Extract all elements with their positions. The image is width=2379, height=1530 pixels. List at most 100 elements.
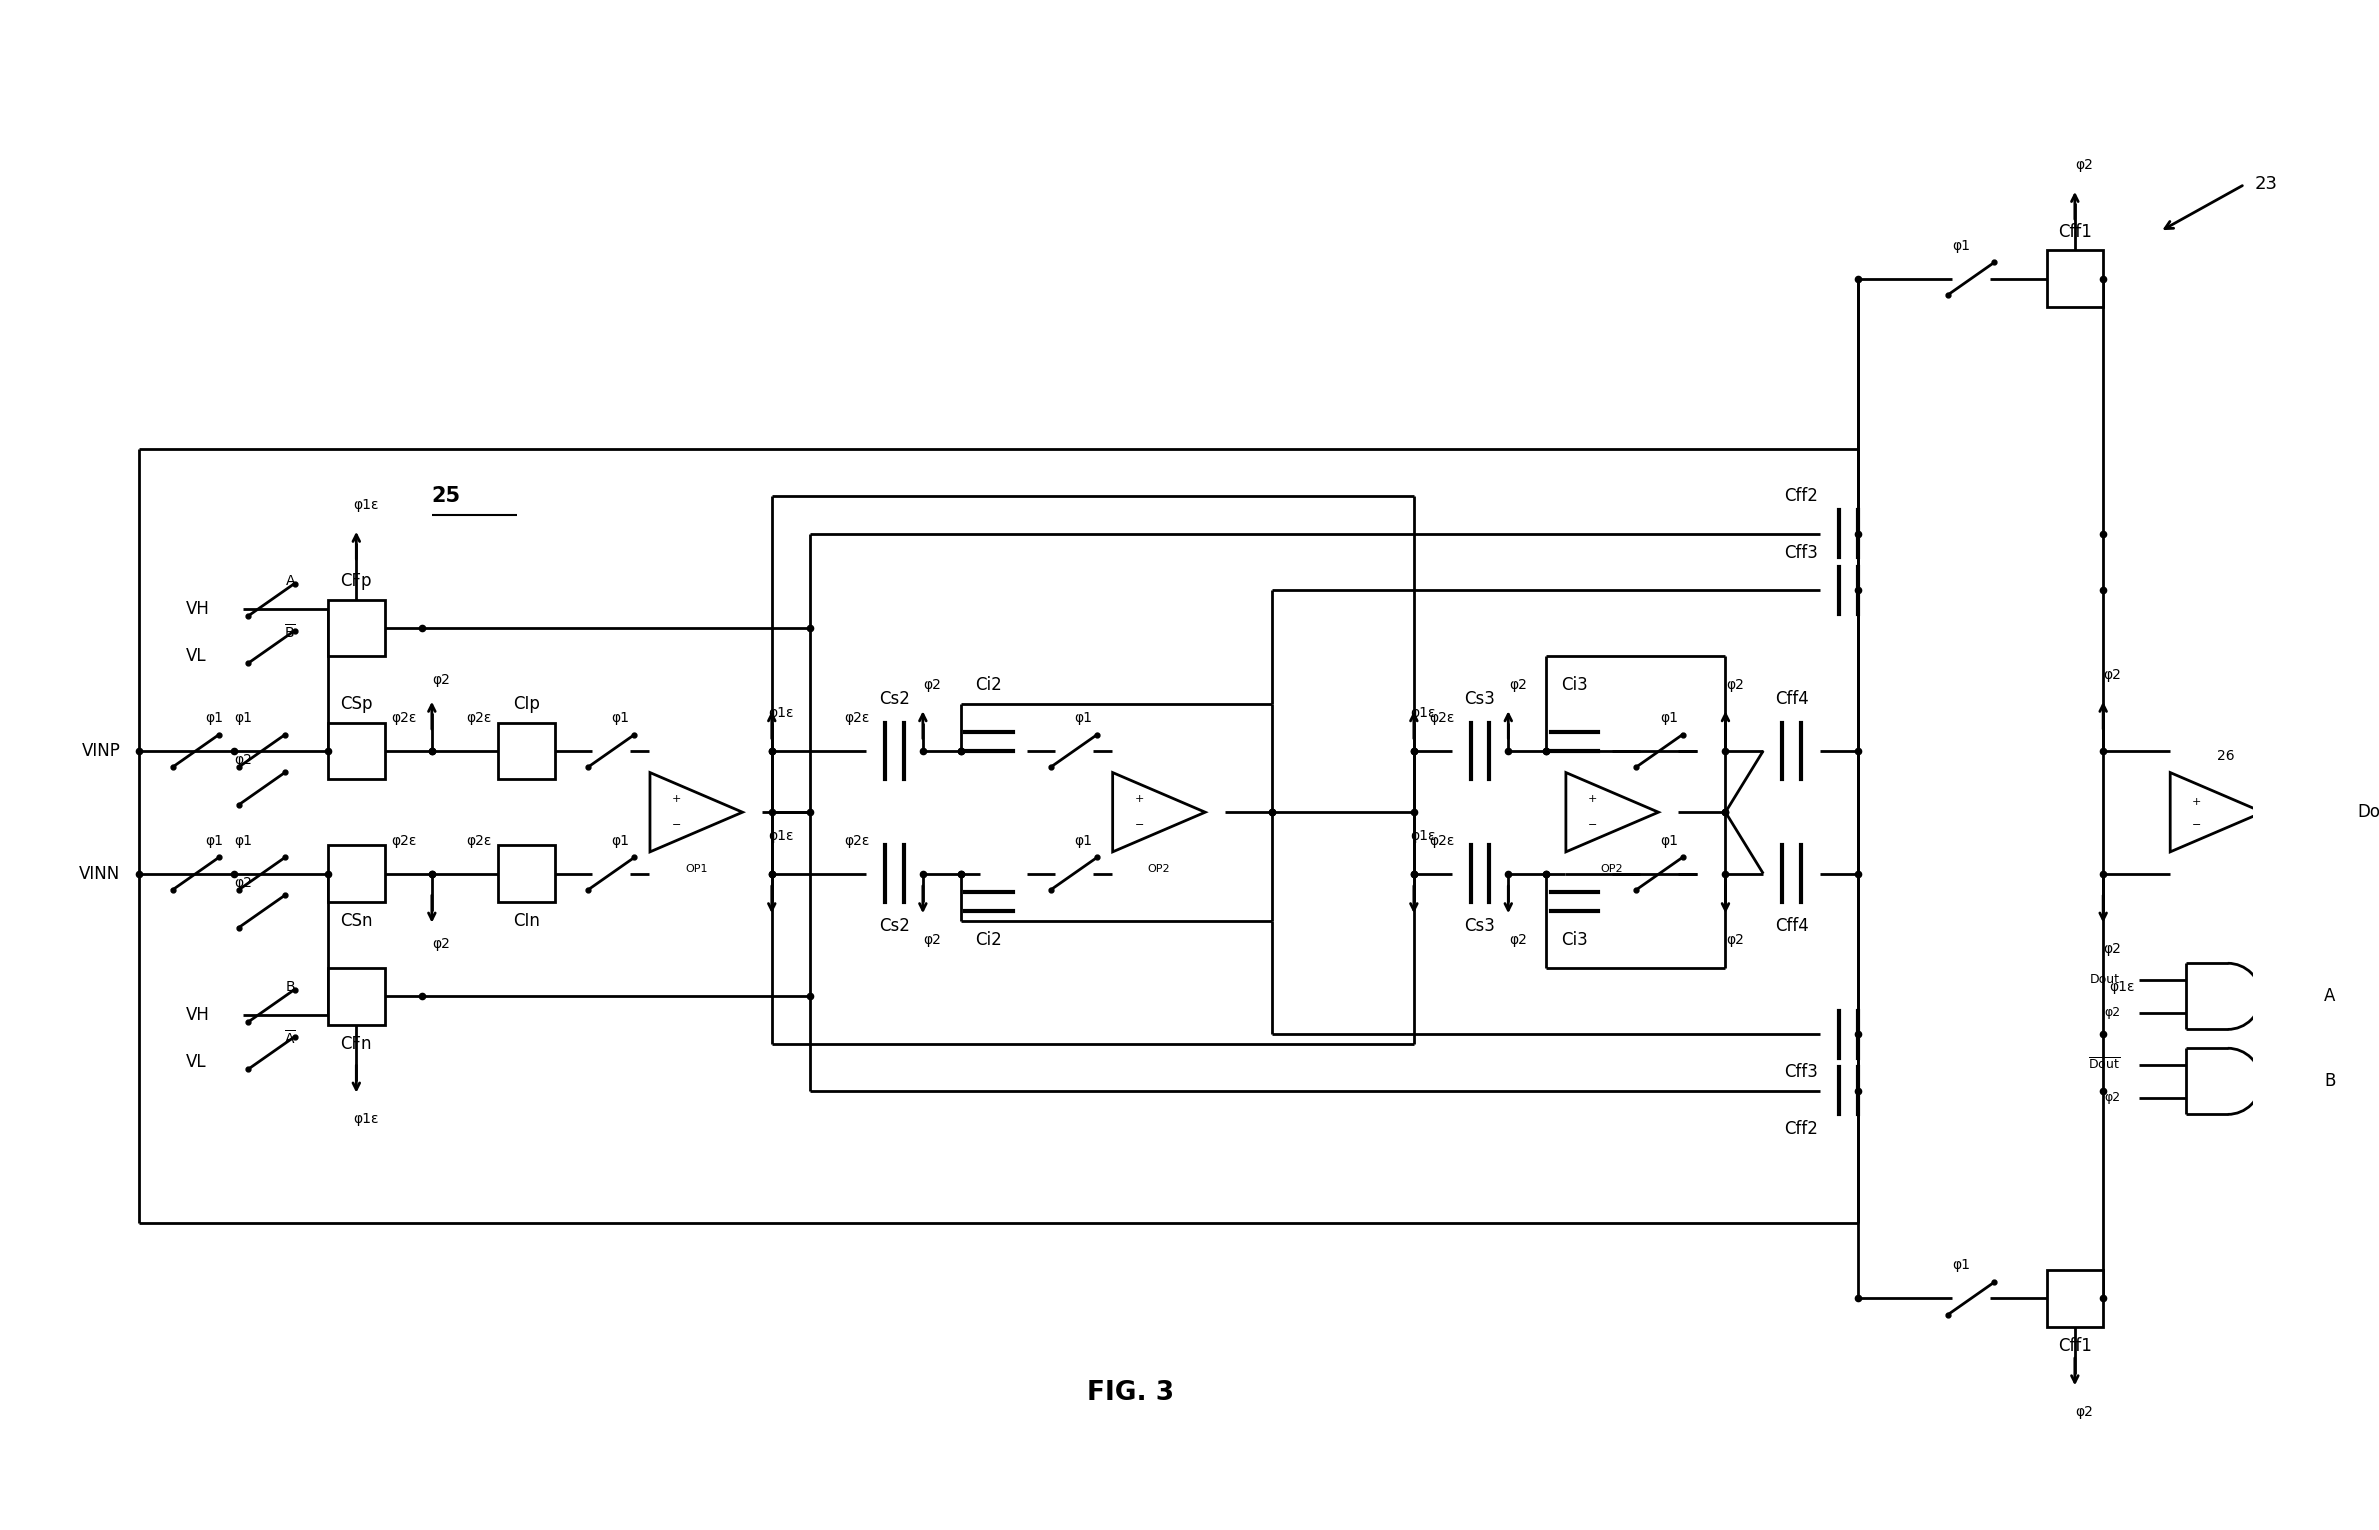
Text: $\overline{\mathrm{B}}$: $\overline{\mathrm{B}}$ bbox=[285, 624, 295, 643]
Text: B: B bbox=[2324, 1073, 2336, 1091]
Text: φ2: φ2 bbox=[1727, 933, 1744, 947]
Text: φ1: φ1 bbox=[236, 834, 252, 848]
Text: φ2: φ2 bbox=[433, 673, 450, 687]
Text: φ1: φ1 bbox=[1661, 834, 1677, 848]
Text: φ2: φ2 bbox=[923, 678, 942, 692]
Text: VINN: VINN bbox=[79, 864, 121, 883]
Bar bbox=[497, 845, 554, 901]
Text: +: + bbox=[671, 794, 680, 803]
Text: Ci3: Ci3 bbox=[1561, 930, 1587, 949]
Text: OP1: OP1 bbox=[685, 864, 707, 874]
Text: φ2ε: φ2ε bbox=[845, 834, 868, 848]
Text: φ2ε: φ2ε bbox=[390, 711, 416, 725]
Text: +: + bbox=[2191, 797, 2201, 808]
Text: φ2: φ2 bbox=[1508, 678, 1527, 692]
Text: VH: VH bbox=[186, 600, 209, 618]
Text: Dout: Dout bbox=[2091, 973, 2120, 987]
Text: Cff4: Cff4 bbox=[1775, 916, 1808, 935]
Text: Cff1: Cff1 bbox=[2058, 1337, 2091, 1354]
Text: φ1ε: φ1ε bbox=[1411, 705, 1437, 721]
Text: 23: 23 bbox=[2255, 176, 2277, 193]
Text: +: + bbox=[1587, 794, 1596, 803]
Text: Cff3: Cff3 bbox=[1784, 543, 1818, 562]
Text: VINP: VINP bbox=[81, 742, 121, 760]
Text: φ2: φ2 bbox=[236, 877, 252, 890]
Bar bbox=[328, 845, 385, 901]
Text: φ2ε: φ2ε bbox=[845, 711, 868, 725]
Text: φ2ε: φ2ε bbox=[466, 834, 492, 848]
Text: 25: 25 bbox=[433, 487, 462, 506]
Bar bbox=[328, 722, 385, 779]
Bar bbox=[328, 600, 385, 656]
Text: OP2: OP2 bbox=[1147, 864, 1170, 874]
Text: CIn: CIn bbox=[514, 912, 540, 930]
Text: 26: 26 bbox=[2217, 748, 2234, 762]
Text: φ1ε: φ1ε bbox=[1411, 829, 1437, 843]
Bar bbox=[328, 968, 385, 1025]
Text: +: + bbox=[1135, 794, 1144, 803]
Text: φ1: φ1 bbox=[611, 834, 630, 848]
Text: φ1: φ1 bbox=[1953, 1259, 1970, 1273]
Text: φ2ε: φ2ε bbox=[390, 834, 416, 848]
Text: φ2: φ2 bbox=[1727, 678, 1744, 692]
Text: φ2: φ2 bbox=[2103, 942, 2122, 956]
Text: φ2ε: φ2ε bbox=[466, 711, 492, 725]
Text: Cff4: Cff4 bbox=[1775, 690, 1808, 708]
Text: VH: VH bbox=[186, 1007, 209, 1024]
Text: Cff3: Cff3 bbox=[1784, 1063, 1818, 1080]
Text: CFn: CFn bbox=[340, 1034, 371, 1053]
Text: B: B bbox=[285, 979, 295, 995]
Text: φ2: φ2 bbox=[2074, 1405, 2094, 1418]
Text: Ci2: Ci2 bbox=[975, 676, 1002, 693]
Text: Cff1: Cff1 bbox=[2058, 222, 2091, 240]
Text: OP2: OP2 bbox=[1601, 864, 1622, 874]
Text: Cs3: Cs3 bbox=[1465, 690, 1496, 708]
Text: φ2: φ2 bbox=[2103, 1091, 2120, 1105]
Text: A: A bbox=[285, 574, 295, 588]
Text: CFp: CFp bbox=[340, 572, 371, 591]
Text: φ1: φ1 bbox=[1075, 711, 1092, 725]
Text: φ1: φ1 bbox=[611, 711, 630, 725]
Text: A: A bbox=[2324, 987, 2336, 1005]
Text: φ2: φ2 bbox=[236, 753, 252, 767]
Text: VL: VL bbox=[186, 647, 207, 666]
Bar bbox=[497, 722, 554, 779]
Text: φ2ε: φ2ε bbox=[1430, 711, 1456, 725]
Text: φ1: φ1 bbox=[236, 711, 252, 725]
Text: φ2: φ2 bbox=[2103, 1007, 2120, 1019]
Text: φ1ε: φ1ε bbox=[352, 499, 378, 513]
Text: φ1ε: φ1ε bbox=[768, 829, 795, 843]
Text: Dout: Dout bbox=[2358, 803, 2379, 822]
Text: Cs3: Cs3 bbox=[1465, 916, 1496, 935]
Bar bbox=[2046, 1270, 2103, 1327]
Text: Cff2: Cff2 bbox=[1784, 487, 1818, 505]
Text: VL: VL bbox=[186, 1054, 207, 1071]
Text: φ2: φ2 bbox=[1508, 933, 1527, 947]
Text: −: − bbox=[1135, 820, 1144, 831]
Text: φ1: φ1 bbox=[205, 834, 224, 848]
Text: φ2ε: φ2ε bbox=[1430, 834, 1456, 848]
Text: −: − bbox=[671, 820, 680, 831]
Text: −: − bbox=[1587, 820, 1596, 831]
Text: CSn: CSn bbox=[340, 912, 374, 930]
Text: $\overline{\mathrm{Dout}}$: $\overline{\mathrm{Dout}}$ bbox=[2089, 1057, 2120, 1073]
Text: φ1ε: φ1ε bbox=[768, 705, 795, 721]
Text: φ2: φ2 bbox=[433, 938, 450, 952]
Text: φ1ε: φ1ε bbox=[2110, 979, 2134, 995]
Text: φ1: φ1 bbox=[1953, 239, 1970, 252]
Text: Cs2: Cs2 bbox=[880, 690, 911, 708]
Text: φ1: φ1 bbox=[1075, 834, 1092, 848]
Text: Cs2: Cs2 bbox=[880, 916, 911, 935]
Text: φ2: φ2 bbox=[2074, 159, 2094, 173]
Text: Ci2: Ci2 bbox=[975, 930, 1002, 949]
Text: CSp: CSp bbox=[340, 695, 374, 713]
Text: φ1: φ1 bbox=[1661, 711, 1677, 725]
Text: Cff2: Cff2 bbox=[1784, 1120, 1818, 1137]
Text: CIp: CIp bbox=[514, 695, 540, 713]
Text: FIG. 3: FIG. 3 bbox=[1087, 1380, 1175, 1406]
Text: φ2: φ2 bbox=[2103, 669, 2122, 682]
Text: $\overline{\mathrm{A}}$: $\overline{\mathrm{A}}$ bbox=[285, 1030, 295, 1048]
Text: φ2: φ2 bbox=[923, 933, 942, 947]
Bar bbox=[2046, 251, 2103, 308]
Text: φ1ε: φ1ε bbox=[352, 1112, 378, 1126]
